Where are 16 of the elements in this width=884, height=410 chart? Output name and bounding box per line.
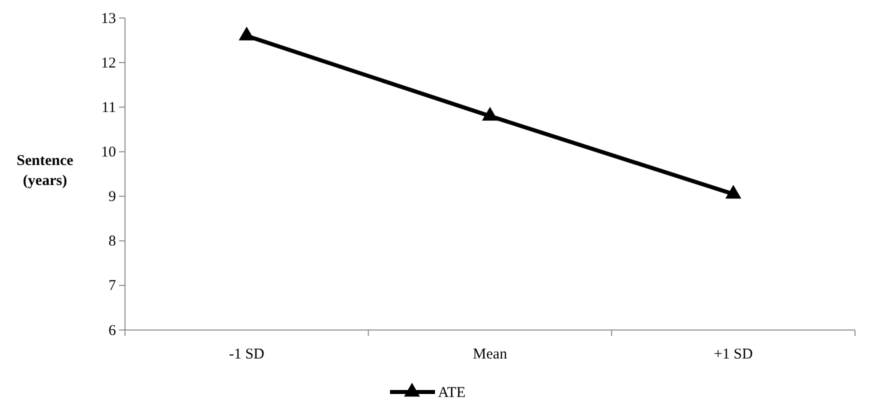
y-tick-label: 11: [102, 100, 116, 116]
y-tick-label: 13: [101, 10, 116, 27]
y-tick-label: 8: [108, 234, 116, 250]
y-tick-label: 10: [101, 144, 116, 161]
y-tick-label: 6: [108, 322, 116, 339]
x-tick-label: Mean: [472, 346, 508, 363]
point: [482, 106, 498, 121]
y-tick-label: 7: [108, 278, 116, 294]
y-tick-label: 9: [108, 189, 116, 206]
point: [725, 184, 742, 199]
y-axis-title: Sentence (years): [16, 153, 74, 189]
y-tick-label: 12: [101, 55, 116, 72]
x-tick-label: +1 SD: [714, 346, 753, 363]
x-tick-label: -1 SD: [228, 346, 265, 363]
legend-label: ATE: [438, 385, 466, 401]
point: [238, 26, 255, 40]
